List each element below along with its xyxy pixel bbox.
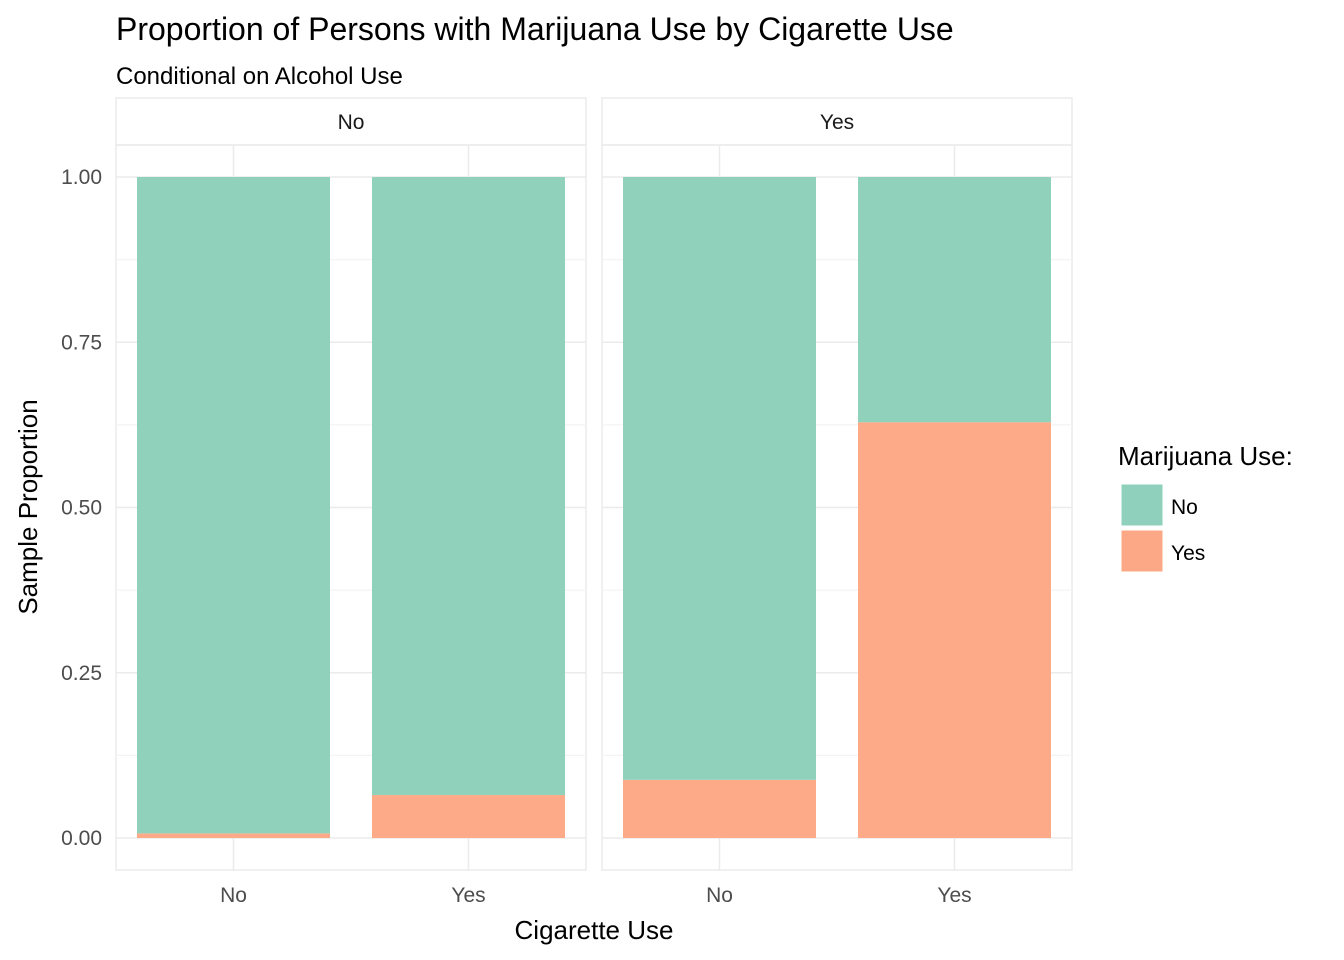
- bar-segment-marijuana-yes: [137, 833, 330, 838]
- y-tick-label: 0.50: [61, 497, 102, 520]
- x-tick-label: Yes: [937, 884, 971, 907]
- chart-subtitle: Conditional on Alcohol Use: [116, 63, 403, 90]
- bar-segment-marijuana-yes: [372, 795, 565, 838]
- y-tick-label: 1.00: [61, 166, 102, 189]
- bar-segment-marijuana-no: [623, 177, 816, 780]
- legend: Marijuana Use: No Yes: [1118, 441, 1293, 573]
- legend-title: Marijuana Use:: [1118, 441, 1293, 471]
- facet-panels: No No Yes Yes No Yes: [115, 97, 1073, 907]
- chart-title: Proportion of Persons with Marijuana Use…: [116, 11, 954, 47]
- y-tick-label: 0.75: [61, 331, 102, 354]
- x-tick-label: No: [220, 884, 247, 907]
- x-tick-label: Yes: [451, 884, 485, 907]
- x-tick-label: No: [706, 884, 733, 907]
- legend-label: No: [1171, 496, 1198, 519]
- bar-segment-marijuana-no: [137, 177, 330, 834]
- legend-swatch-yes: [1120, 529, 1164, 573]
- facet-strip-label: Yes: [820, 111, 854, 134]
- y-axis-title: Sample Proportion: [13, 399, 43, 614]
- bar-segment-marijuana-yes: [858, 422, 1051, 838]
- facet-panel: No No Yes: [115, 97, 587, 907]
- facet-panel: Yes No Yes: [601, 97, 1073, 907]
- x-axis-title: Cigarette Use: [515, 915, 674, 945]
- y-tick-label: 0.25: [61, 662, 102, 685]
- legend-swatch-no: [1120, 483, 1164, 527]
- facet-strip-label: No: [338, 111, 365, 134]
- bar-segment-marijuana-yes: [623, 779, 816, 838]
- y-axis: 0.00 0.25 0.50 0.75 1.00: [61, 166, 102, 850]
- bar-segment-marijuana-no: [858, 177, 1051, 423]
- bar-segment-marijuana-no: [372, 177, 565, 796]
- legend-label: Yes: [1171, 542, 1205, 565]
- y-tick-label: 0.00: [61, 827, 102, 850]
